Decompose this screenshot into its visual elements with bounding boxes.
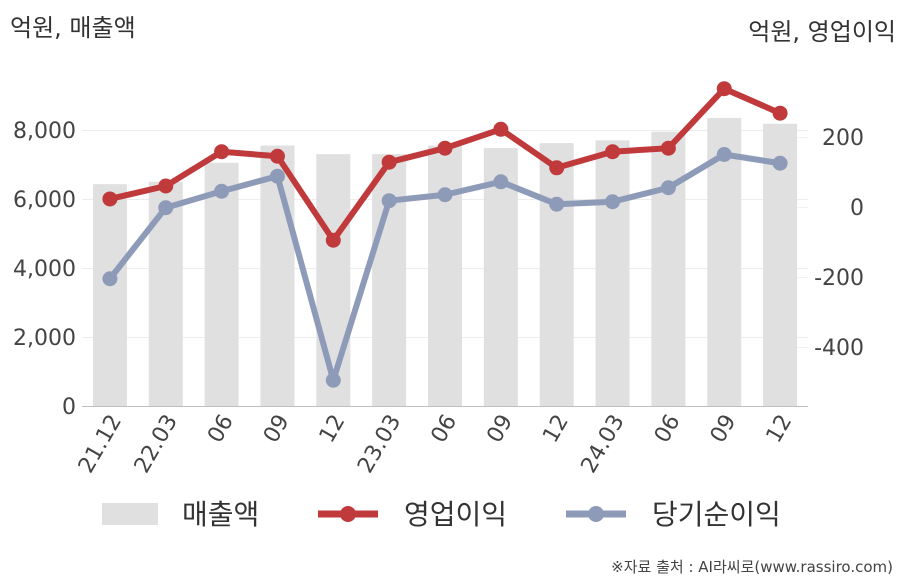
x-tick-label: 06 <box>650 411 686 448</box>
point-net-income <box>605 194 621 210</box>
point-operating-profit <box>214 144 230 160</box>
left-tick-label: 2,000 <box>13 326 76 351</box>
right-tick-label: 200 <box>822 126 864 151</box>
x-tick-label: 23.03 <box>353 411 406 478</box>
point-net-income <box>493 174 509 190</box>
bar-revenue <box>372 154 407 406</box>
legend-label-revenue: 매출액 <box>182 498 259 531</box>
point-operating-profit <box>381 154 397 170</box>
source-note: ※자료 출처 : AI라씨로(www.rassiro.com) <box>611 558 893 576</box>
bar-revenue <box>651 131 686 406</box>
point-net-income <box>772 155 788 171</box>
x-tick-label: 12 <box>762 411 798 448</box>
point-net-income <box>269 168 285 184</box>
right-tick-label: 0 <box>850 196 864 221</box>
x-axis-ticks: 21.12 22.03 06 09 12 23.03 06 09 12 24.03 06 09 12 <box>74 411 797 478</box>
point-net-income <box>549 196 565 212</box>
x-tick-label: 22.03 <box>130 411 183 478</box>
legend-marker-operating-profit <box>340 506 356 522</box>
x-tick-label: 09 <box>259 411 295 448</box>
bar-revenue <box>595 140 630 406</box>
left-axis-ticks: 0 2,000 4,000 6,000 8,000 <box>13 119 76 420</box>
x-tick-label: 12 <box>315 411 351 448</box>
right-tick-label: -200 <box>814 266 864 291</box>
right-tick-label: -400 <box>814 336 864 361</box>
x-tick-label: 21.12 <box>74 411 127 478</box>
point-operating-profit <box>325 232 341 248</box>
bar-revenue <box>763 123 798 406</box>
bar-revenue <box>539 143 574 407</box>
bar-revenue <box>260 145 295 406</box>
x-tick-label: 12 <box>538 411 574 448</box>
legend: 매출액 영업이익 당기순이익 <box>102 498 781 531</box>
bar-revenue <box>707 117 742 407</box>
x-tick-label: 06 <box>427 411 463 448</box>
left-axis-unit: 억원, 매출액 <box>10 14 136 42</box>
point-net-income <box>716 147 732 162</box>
point-operating-profit <box>493 121 509 137</box>
left-tick-label: 0 <box>62 395 76 420</box>
point-net-income <box>437 187 453 203</box>
legend-label-net-income: 당기순이익 <box>652 498 781 531</box>
point-net-income <box>660 180 676 196</box>
point-operating-profit <box>102 191 118 207</box>
point-operating-profit <box>772 105 788 121</box>
point-operating-profit <box>437 140 453 156</box>
x-tick-label: 06 <box>203 411 239 448</box>
legend-marker-net-income <box>588 506 604 522</box>
bars-revenue <box>92 117 798 407</box>
bar-revenue <box>92 184 127 406</box>
point-operating-profit <box>269 148 285 164</box>
point-operating-profit <box>660 140 676 156</box>
x-tick-label: 09 <box>482 411 518 448</box>
bar-revenue <box>316 154 351 406</box>
line-series <box>102 81 788 388</box>
bar-revenue <box>148 181 183 406</box>
point-operating-profit <box>605 144 621 160</box>
point-operating-profit <box>716 81 732 97</box>
legend-swatch-revenue <box>102 503 158 525</box>
right-axis-ticks: -400 -200 0 200 <box>814 126 864 361</box>
right-axis-unit: 억원, 영업이익 <box>748 18 896 46</box>
point-operating-profit <box>158 178 174 194</box>
point-net-income <box>214 183 230 199</box>
point-net-income <box>158 200 174 216</box>
point-net-income <box>325 372 341 388</box>
left-tick-label: 6,000 <box>13 188 76 213</box>
left-tick-label: 4,000 <box>13 257 76 282</box>
legend-label-operating-profit: 영업이익 <box>404 498 507 531</box>
bar-revenue <box>483 147 518 406</box>
point-net-income <box>102 271 118 287</box>
point-net-income <box>381 193 397 209</box>
point-operating-profit <box>549 160 565 176</box>
x-tick-label: 24.03 <box>577 411 630 478</box>
bar-revenue <box>428 145 462 406</box>
x-tick-label: 09 <box>706 411 742 448</box>
bar-revenue <box>204 162 239 406</box>
left-tick-label: 8,000 <box>13 119 76 144</box>
